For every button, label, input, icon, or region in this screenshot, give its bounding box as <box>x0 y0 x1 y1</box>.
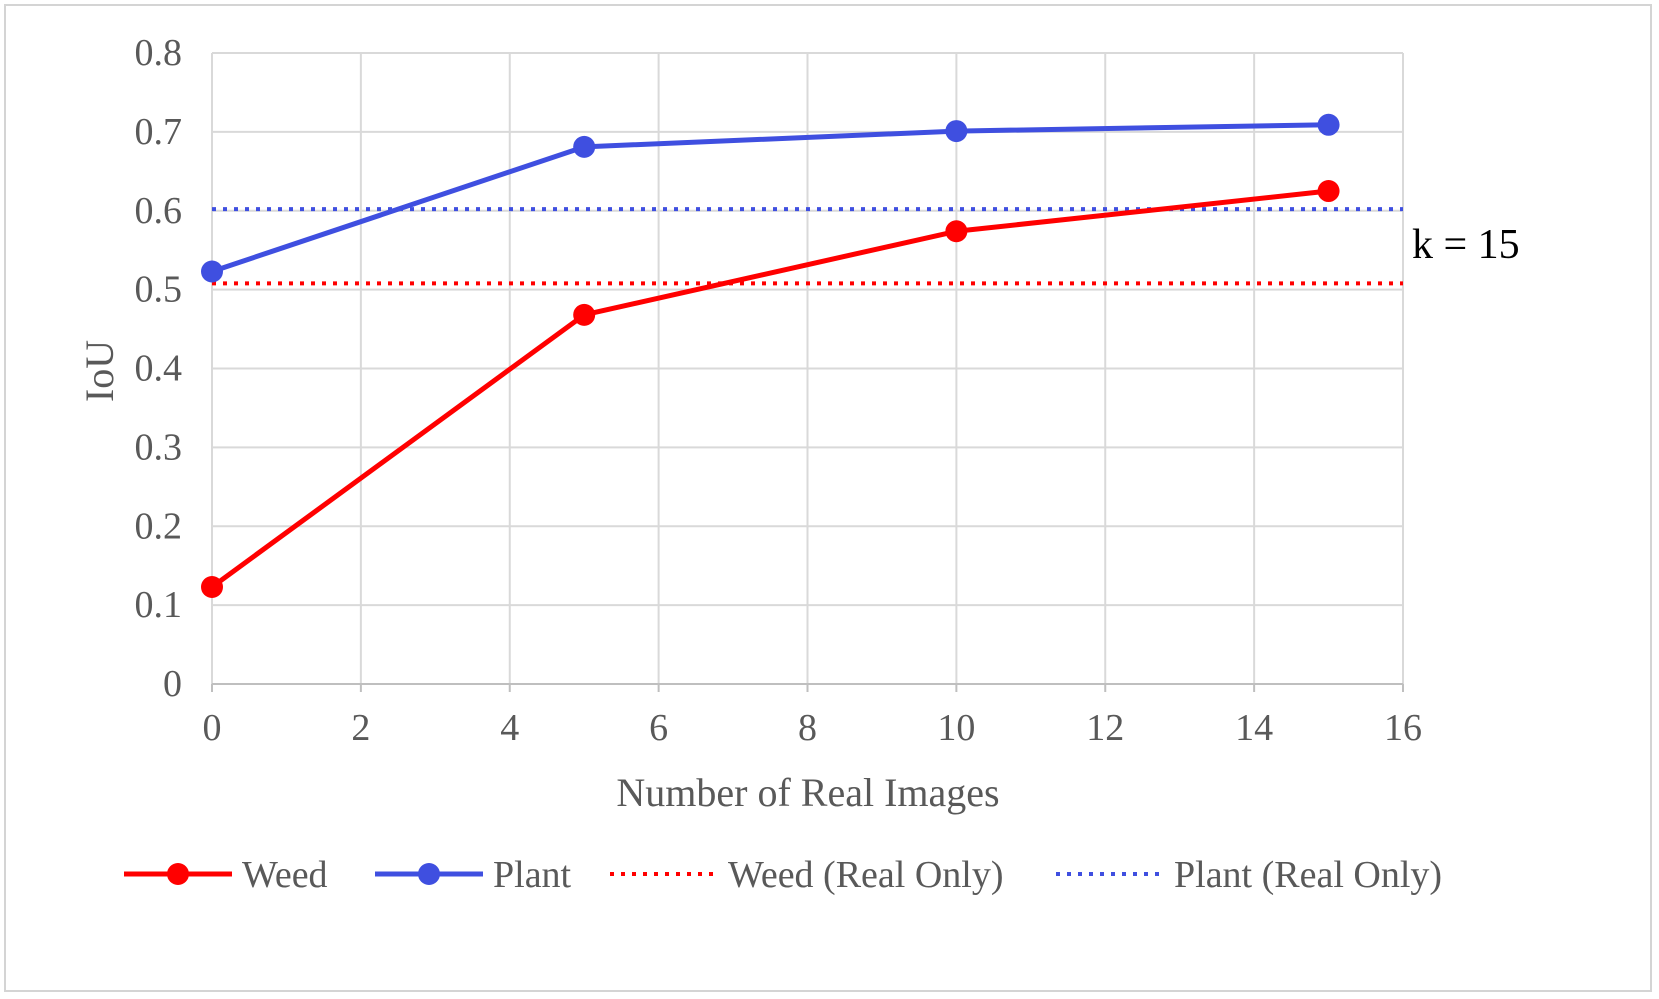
y-tick-labels: 0 0.1 0.2 0.3 0.4 0.5 0.6 0.7 0.8 <box>135 32 183 705</box>
line-chart: 00.10.20.30.40.50.60.70.8 0 2 4 6 8 10 12 14 16 … <box>77 32 1520 896</box>
legend-marker-weed <box>167 863 189 885</box>
x-tick-label: 14 <box>1235 707 1273 749</box>
y-tick-label: 0.6 <box>135 190 183 232</box>
grid-lines <box>211 52 1404 692</box>
legend-label-weed-real-only: Weed (Real Only) <box>728 854 1004 896</box>
legend: Weed Plant Weed (Real Only) Plant (Real Onl… <box>124 854 1442 896</box>
weed-point <box>573 303 596 326</box>
x-tick-label: 12 <box>1086 707 1124 749</box>
x-tick-label: 16 <box>1384 707 1422 749</box>
plant-line <box>211 122 1329 274</box>
plant-point <box>201 260 223 283</box>
y-tick-label: 0.7 <box>135 111 183 153</box>
x-tick-label: 2 <box>351 707 370 749</box>
y-tick-label: 0.8 <box>135 32 183 74</box>
annotation-k: k = 15 <box>1412 222 1520 268</box>
chart-frame: 0 0.1 0.2 0.3 0.4 0.5 0.6 0.7 0.8 0 2 4 6 8 10 12 14 16 … <box>4 4 1652 992</box>
plant-point <box>1317 113 1340 136</box>
y-tick-label: 0.5 <box>135 269 183 311</box>
weed-point <box>945 220 968 243</box>
x-tick-label: 4 <box>500 707 519 749</box>
x-tick-labels: 0 2 4 6 8 10 12 14 16 <box>203 707 1423 749</box>
y-tick-label: 0.1 <box>135 584 183 626</box>
weed-point <box>201 575 223 598</box>
y-tick-label: 0.3 <box>135 426 183 468</box>
x-tick-label: 6 <box>649 707 668 749</box>
y-tick-label: 0.2 <box>135 505 183 547</box>
plant-point <box>573 135 596 158</box>
legend-label-plant-real-only: Plant (Real Only) <box>1174 854 1442 896</box>
plant-point <box>945 120 968 143</box>
x-tick-label: 0 <box>203 707 222 749</box>
weed-line <box>210 188 1329 590</box>
legend-label-plant: Plant <box>493 854 572 896</box>
y-tick-label: 0 <box>163 663 182 705</box>
weed-point <box>1317 180 1340 203</box>
x-tick-label: 10 <box>937 707 975 749</box>
series-lines <box>201 113 1403 598</box>
y-axis-title: IoU <box>77 340 122 402</box>
legend-marker-plant <box>418 863 440 885</box>
x-tick-label: 8 <box>798 707 817 749</box>
y-tick-label: 0.4 <box>135 348 183 390</box>
x-axis-title: Number of Real Images <box>616 770 999 815</box>
legend-label-weed: Weed <box>242 854 328 896</box>
